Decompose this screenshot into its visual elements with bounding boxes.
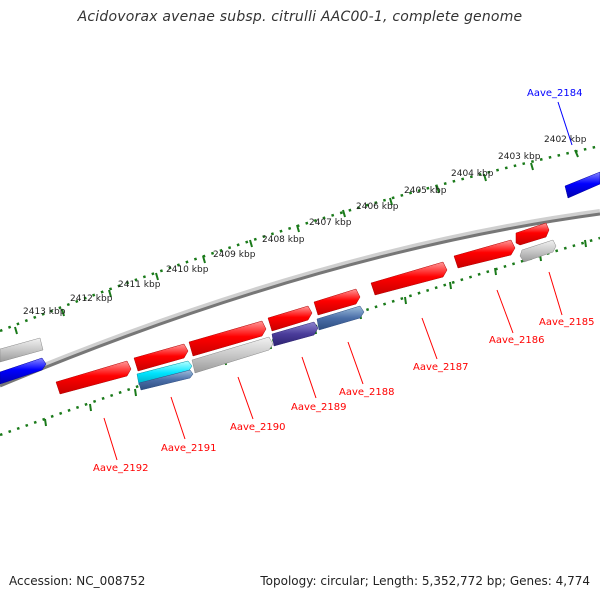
gene-label-aave-2188: Aave_2188: [339, 387, 395, 398]
accession-text: Accession: NC_008752: [9, 574, 146, 588]
kbp-label: 2411 kbp: [118, 280, 161, 290]
leader-aave-2191: [170, 396, 186, 440]
genome-title: Acidovorax avenae subsp. citrulli AAC00-…: [77, 9, 523, 25]
gene-arrow-aave-2185-grey[interactable]: [519, 239, 557, 263]
gene-arrow-aave-2186[interactable]: [453, 239, 516, 269]
leader-aave-2187: [421, 317, 438, 360]
genome-stats-text: Topology: circular; Length: 5,352,772 bp…: [260, 574, 590, 588]
kbp-label: 2412 kbp: [70, 294, 113, 304]
gene-label-aave-2187: Aave_2187: [413, 362, 469, 373]
label-leaders: [103, 101, 573, 461]
gene-label-aave-2189: Aave_2189: [291, 402, 347, 413]
outer-major-ticks: [14, 149, 579, 335]
gene-label-aave-2192: Aave_2192: [93, 463, 149, 474]
kbp-label: 2410 kbp: [166, 265, 209, 275]
gene-arrow-aave-2184[interactable]: [564, 171, 600, 199]
gene-label-aave-2186: Aave_2186: [489, 335, 545, 346]
leader-aave-2192: [103, 417, 118, 461]
kbp-label: 2403 kbp: [498, 152, 541, 162]
kbp-label: 2405 kbp: [404, 186, 447, 196]
outer-scale-ring: [0, 144, 600, 333]
kbp-label: 2407 kbp: [309, 218, 352, 228]
kbp-label: 2408 kbp: [262, 235, 305, 245]
gene-arrow-left-grey[interactable]: [0, 337, 44, 363]
leader-aave-2189: [301, 356, 317, 399]
leader-aave-2185: [548, 271, 563, 316]
leader-aave-2186: [496, 289, 514, 334]
kbp-label: 2413 kbp: [23, 307, 66, 317]
gene-label-aave-2185: Aave_2185: [539, 317, 595, 328]
kbp-label: 2409 kbp: [213, 250, 256, 260]
gene-arrow-aave-2190[interactable]: [188, 320, 267, 357]
gene-label-aave-2190: Aave_2190: [230, 422, 286, 433]
gene-label-aave-2191: Aave_2191: [161, 443, 217, 454]
gene-label-aave-2184: Aave_2184: [527, 88, 583, 99]
kbp-label: 2402 kbp: [544, 135, 587, 145]
gene-arrow-aave-2189-purple[interactable]: [271, 321, 319, 347]
kbp-label: 2406 kbp: [356, 202, 399, 212]
gene-arrow-aave-2190-grey[interactable]: [191, 336, 274, 374]
gene-labels: Aave_2184 Aave_2185 Aave_2186 Aave_2187 …: [93, 88, 595, 474]
gene-arrow-aave-2187[interactable]: [370, 261, 448, 296]
gene-arrow-aave-2188[interactable]: [313, 288, 361, 316]
gene-arrow-aave-2191-cyan[interactable]: [136, 360, 193, 386]
gene-arrow-left-blue[interactable]: [0, 357, 47, 385]
genome-backbone: [0, 209, 600, 388]
gene-arrow-aave-2191[interactable]: [133, 343, 189, 372]
leader-aave-2184: [557, 101, 573, 146]
gene-arrow-aave-2192[interactable]: [55, 360, 132, 395]
leader-aave-2188: [347, 341, 364, 385]
gene-arrow-aave-2188-steel[interactable]: [316, 305, 365, 331]
gene-arrow-aave-2185[interactable]: [515, 222, 550, 246]
gene-arrow-aave-2191-steel[interactable]: [138, 369, 194, 391]
kbp-label: 2404 kbp: [451, 169, 494, 179]
leader-aave-2190: [237, 376, 254, 420]
gene-arrow-aave-2189[interactable]: [267, 305, 313, 332]
kbp-labels: 2402 kbp 2403 kbp 2404 kbp 2405 kbp 2406…: [23, 135, 587, 317]
